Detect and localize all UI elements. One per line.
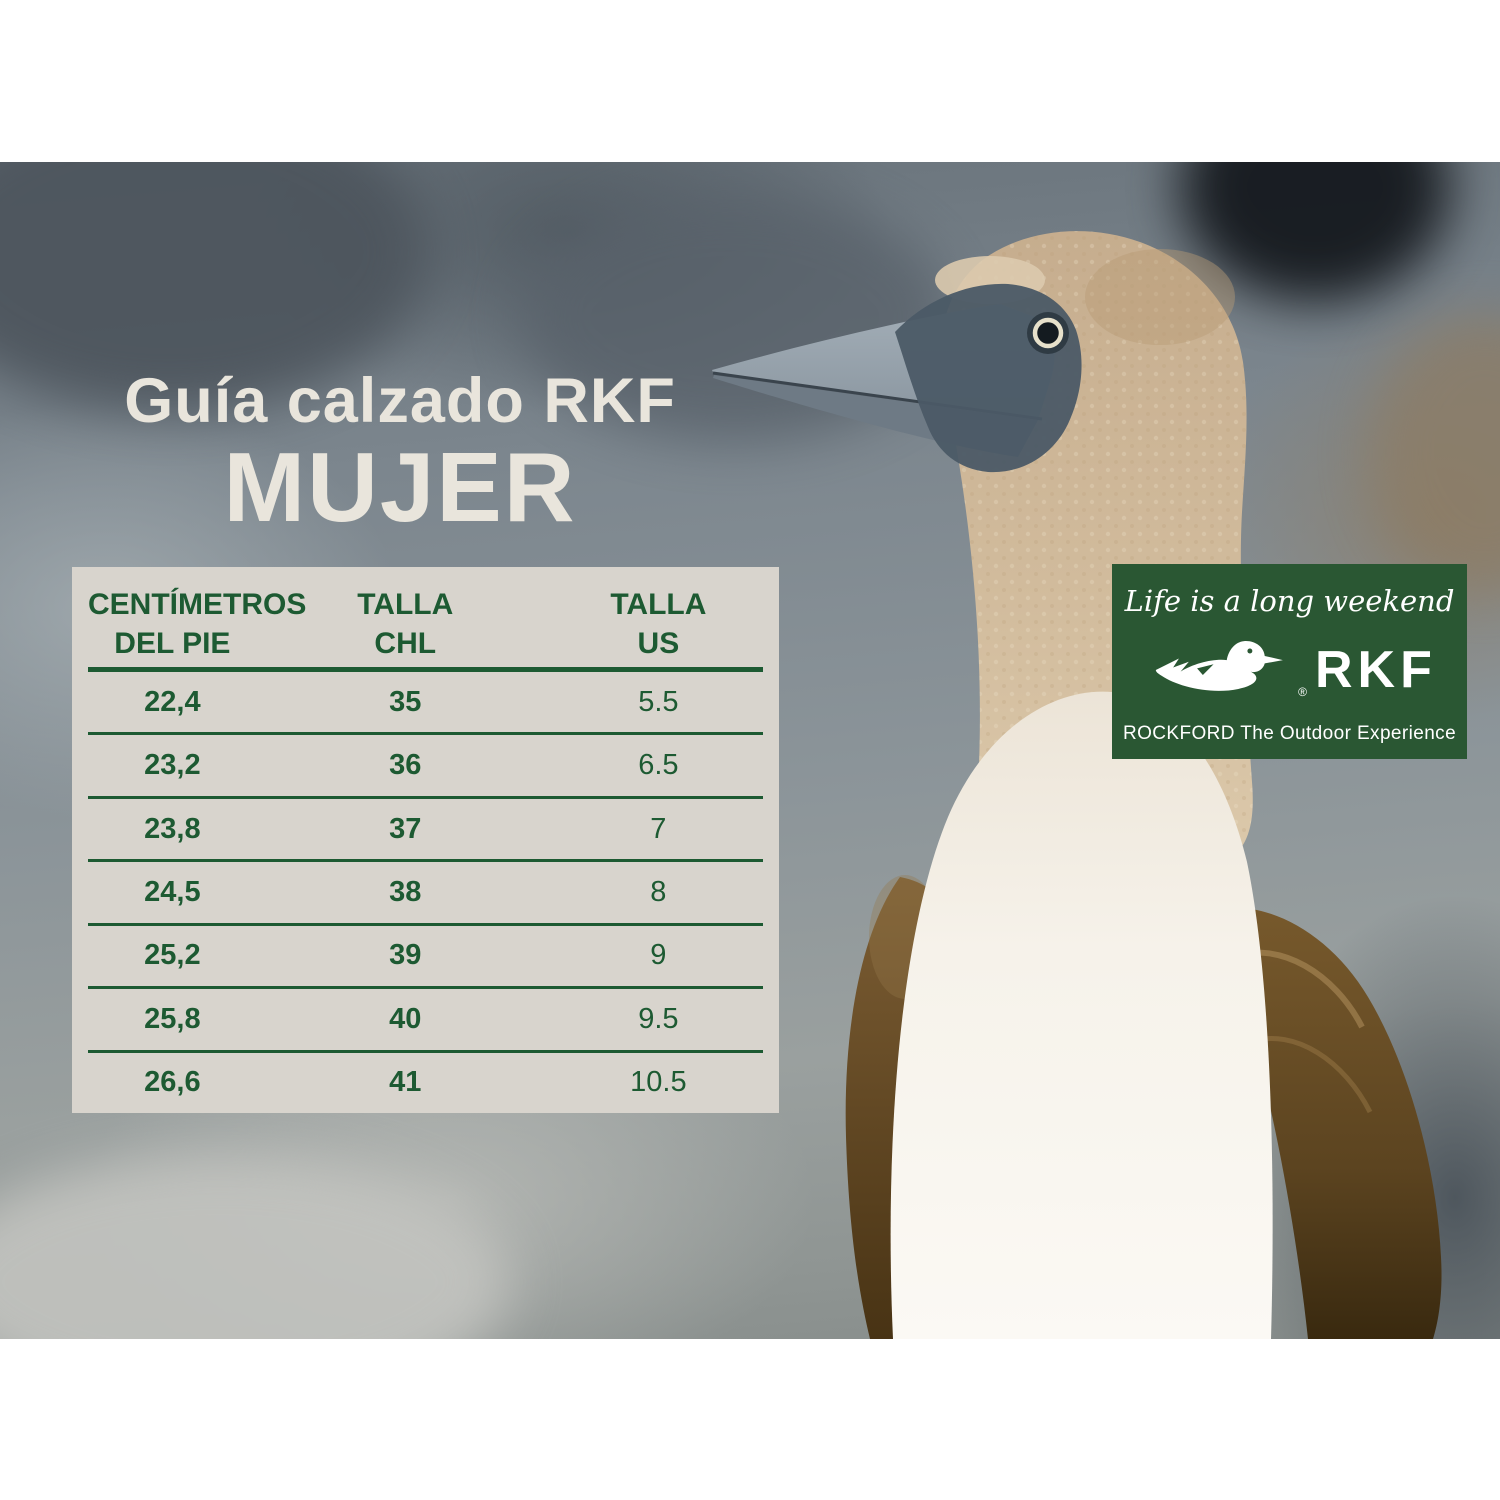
cell-cm: 26,6 — [144, 1066, 201, 1099]
brand-tagline: ROCKFORD The Outdoor Experience — [1122, 723, 1457, 744]
table-row: 25,2 39 9 — [88, 922, 763, 986]
cell-chl: 36 — [389, 749, 422, 782]
booby-photo-background — [0, 162, 1500, 1339]
cell-us: 5.5 — [638, 685, 679, 718]
cell-chl: 37 — [389, 812, 422, 845]
brand-name: RKF — [1314, 640, 1437, 699]
cell-us: 10.5 — [630, 1066, 687, 1099]
cell-chl: 39 — [389, 939, 422, 972]
cell-cm: 24,5 — [144, 875, 201, 908]
size-guide-panel: CENTÍMETROS DEL PIE TALLA CHL TALLA US 2… — [72, 567, 779, 1113]
cell-us: 6.5 — [638, 749, 679, 782]
cell-us: 9.5 — [638, 1002, 679, 1035]
cell-us: 8 — [650, 875, 667, 908]
cell-chl: 40 — [389, 1002, 422, 1035]
table-header-row: CENTÍMETROS DEL PIE TALLA CHL TALLA US — [88, 567, 763, 667]
table-row: 26,6 41 10.5 — [88, 1049, 763, 1113]
cell-us: 7 — [650, 812, 667, 845]
page-subtitle: MUJER — [223, 432, 577, 543]
cell-cm: 25,8 — [144, 1002, 201, 1035]
brand-slogan: Life is a long weekend — [1124, 584, 1455, 618]
brand-logo-row: ® RKF — [1142, 637, 1437, 703]
table-row: 23,8 37 7 — [88, 795, 763, 859]
bird-face-mask — [895, 283, 1082, 473]
column-header-cm: CENTÍMETROS DEL PIE — [88, 588, 307, 660]
table-row: 22,4 35 5.5 — [88, 667, 763, 732]
column-header-talla-us: TALLA US — [610, 588, 707, 660]
cell-cm: 23,2 — [144, 749, 201, 782]
cell-cm: 23,8 — [144, 812, 201, 845]
cell-cm: 22,4 — [144, 685, 201, 718]
cell-us: 9 — [650, 939, 667, 972]
cell-chl: 35 — [389, 685, 422, 718]
page-title: Guía calzado RKF — [124, 366, 676, 436]
bird-eye — [1027, 312, 1069, 354]
title-block: Guía calzado RKF MUJER — [95, 368, 705, 536]
duck-logo-icon — [1155, 640, 1284, 691]
registered-mark: ® — [1298, 684, 1307, 699]
column-header-talla-chl: TALLA CHL — [357, 588, 454, 660]
cell-cm: 25,2 — [144, 939, 201, 972]
bird-body — [890, 691, 1273, 1339]
table-row: 25,8 40 9.5 — [88, 986, 763, 1049]
table-row: 23,2 36 6.5 — [88, 732, 763, 795]
cell-chl: 41 — [389, 1066, 422, 1099]
brand-badge: Life is a long weekend ® RKF ROCKFORD Th… — [1112, 564, 1467, 759]
cell-chl: 38 — [389, 875, 422, 908]
table-row: 24,5 38 8 — [88, 859, 763, 922]
